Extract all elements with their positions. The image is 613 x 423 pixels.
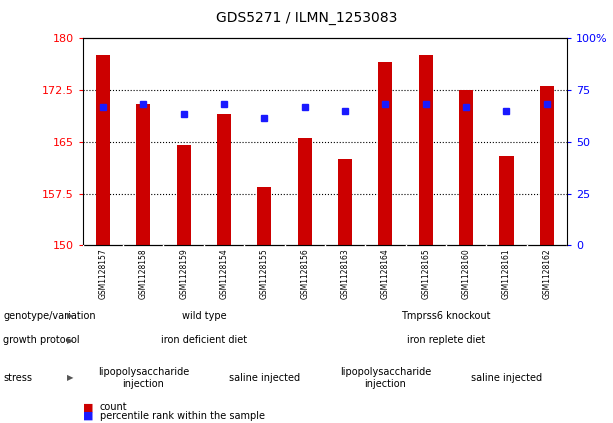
Bar [298, 138, 312, 245]
Text: GDS5271 / ILMN_1253083: GDS5271 / ILMN_1253083 [216, 11, 397, 25]
Text: GSM1128154: GSM1128154 [219, 248, 229, 299]
Text: GSM1128155: GSM1128155 [260, 248, 269, 299]
Text: lipopolysaccharide
injection: lipopolysaccharide injection [97, 367, 189, 389]
Text: GSM1128160: GSM1128160 [462, 248, 471, 299]
Text: iron replete diet: iron replete diet [407, 335, 485, 345]
Text: GSM1128158: GSM1128158 [139, 248, 148, 299]
Text: saline injected: saline injected [229, 373, 300, 383]
Bar [136, 104, 150, 245]
Text: GSM1128157: GSM1128157 [99, 248, 107, 299]
Text: percentile rank within the sample: percentile rank within the sample [100, 411, 265, 421]
Text: GSM1128156: GSM1128156 [300, 248, 309, 299]
Text: GSM1128162: GSM1128162 [543, 248, 551, 299]
Bar [419, 55, 433, 245]
Text: ■: ■ [83, 402, 93, 412]
Bar [540, 86, 554, 245]
Bar [96, 55, 110, 245]
Text: GSM1128159: GSM1128159 [179, 248, 188, 299]
Bar [338, 159, 352, 245]
Text: lipopolysaccharide
injection: lipopolysaccharide injection [340, 367, 431, 389]
Text: iron deficient diet: iron deficient diet [161, 335, 247, 345]
Text: GSM1128161: GSM1128161 [502, 248, 511, 299]
Bar [217, 114, 231, 245]
Text: ■: ■ [83, 411, 93, 421]
Bar [177, 145, 191, 245]
Text: GSM1128163: GSM1128163 [341, 248, 349, 299]
Text: ▶: ▶ [67, 311, 74, 320]
Text: saline injected: saline injected [471, 373, 542, 383]
Text: stress: stress [3, 373, 32, 383]
Text: GSM1128164: GSM1128164 [381, 248, 390, 299]
Bar [500, 156, 514, 245]
Bar [257, 187, 272, 245]
Text: ▶: ▶ [67, 373, 74, 382]
Text: growth protocol: growth protocol [3, 335, 80, 345]
Text: ▶: ▶ [67, 335, 74, 345]
Text: wild type: wild type [181, 310, 226, 321]
Bar [459, 90, 473, 245]
Bar [378, 62, 392, 245]
Text: GSM1128165: GSM1128165 [421, 248, 430, 299]
Text: count: count [100, 402, 128, 412]
Text: Tmprss6 knockout: Tmprss6 knockout [401, 310, 491, 321]
Text: genotype/variation: genotype/variation [3, 310, 96, 321]
